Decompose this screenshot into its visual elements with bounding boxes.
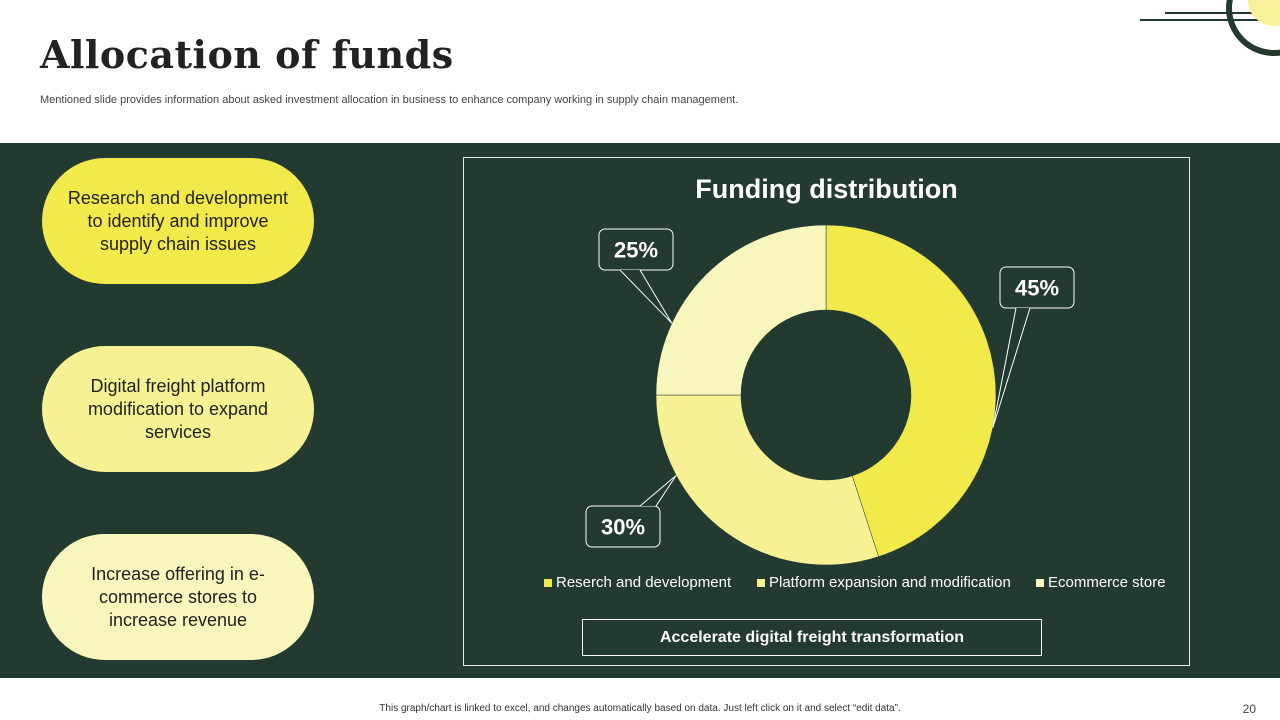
data-label: 45% bbox=[1015, 276, 1059, 301]
footer-note: This graph/chart is linked to excel, and… bbox=[379, 703, 901, 714]
callout-pointer bbox=[619, 269, 673, 324]
legend-swatch bbox=[1036, 578, 1044, 587]
data-label: 25% bbox=[614, 238, 658, 263]
data-label: 30% bbox=[601, 515, 645, 540]
legend-item-research: Reserch and development bbox=[544, 574, 731, 591]
donut-slice-1 bbox=[655, 394, 879, 566]
legend-label: Ecommerce store bbox=[1048, 574, 1166, 591]
pill-platform: Digital freight platform modification to… bbox=[42, 346, 314, 472]
legend-label: Platform expansion and modification bbox=[769, 574, 1011, 591]
decor-line bbox=[1165, 12, 1260, 14]
chart-frame bbox=[463, 157, 1190, 666]
legend-swatch bbox=[544, 578, 552, 587]
callout-pointer bbox=[992, 307, 1031, 428]
chart-title: Funding distribution bbox=[695, 174, 958, 204]
decor-line bbox=[1140, 19, 1260, 21]
donut-slice-0 bbox=[825, 224, 997, 557]
data-label-callout: 45% bbox=[992, 266, 1075, 428]
donut-slice-2 bbox=[655, 224, 827, 396]
page-subtitle: Mentioned slide provides information abo… bbox=[40, 94, 739, 106]
pill-research: Research and development to identify and… bbox=[42, 158, 314, 284]
callout-box bbox=[999, 266, 1075, 309]
data-label-callout: 25% bbox=[598, 228, 674, 324]
page-title: Allocation of funds bbox=[40, 32, 454, 77]
callout-box bbox=[585, 505, 661, 548]
cta-banner: Accelerate digital freight transformatio… bbox=[582, 619, 1042, 656]
legend-label: Reserch and development bbox=[556, 574, 732, 591]
legend-swatch bbox=[757, 578, 765, 587]
data-label-callout: 30% bbox=[585, 474, 677, 548]
legend-item-platform: Platform expansion and modification bbox=[757, 574, 1011, 591]
callout-pointer bbox=[639, 474, 677, 507]
page-number: 20 bbox=[1242, 702, 1256, 716]
legend-item-ecommerce: Ecommerce store bbox=[1036, 574, 1166, 591]
pill-ecommerce: Increase offering in e-commerce stores t… bbox=[42, 534, 314, 660]
corner-decoration bbox=[1120, 0, 1280, 70]
